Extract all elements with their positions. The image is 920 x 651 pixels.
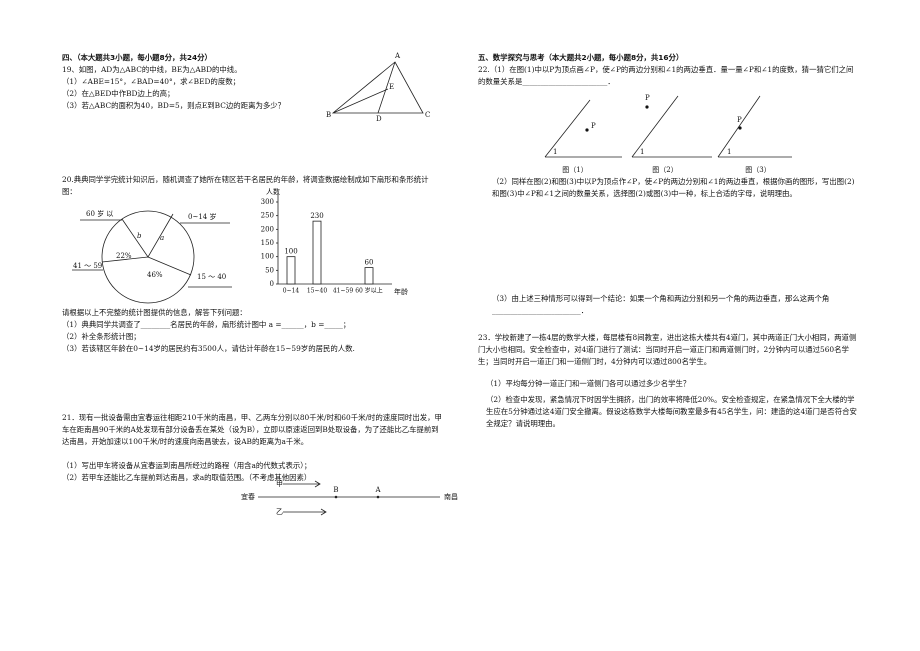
question-stem: 21．现有一批设备需由宜春运往相距210千米的南昌，甲、乙两车分别以80千米/时… xyxy=(62,413,442,446)
pie-label: b xyxy=(137,232,142,240)
point xyxy=(376,495,380,499)
label: P xyxy=(591,122,596,130)
angle-lines xyxy=(544,95,792,158)
question-part: （2）检查中发现，紧急情况下时因学生拥挤，出门的效率将降低20%。安全检查规定，… xyxy=(486,395,857,428)
question-stem: 23．学校新建了一栋4层的数学大楼，每层楼有8间教室，进出这栋大楼共有4道门，其… xyxy=(478,333,857,366)
axis-title: 人数 xyxy=(266,187,280,196)
label: D xyxy=(376,115,382,123)
label: P xyxy=(645,94,650,102)
bar xyxy=(286,256,296,285)
question-part: （1）平均每分钟一道正门和一道侧门各可以通过多少名学生？ xyxy=(486,379,691,388)
y-tick-label: 300 xyxy=(261,198,274,206)
pie-label: 22% xyxy=(116,252,132,260)
x-tick-label: 15~40 xyxy=(307,288,327,295)
point-p xyxy=(738,126,742,130)
y-tick-label: 100 xyxy=(261,253,274,261)
leader-lines xyxy=(72,219,232,288)
label: E xyxy=(389,83,394,91)
y-tick-label: 0 xyxy=(270,280,274,288)
caption: 图（3） xyxy=(745,166,770,174)
label: 1 xyxy=(727,148,731,156)
question-part: （2）补全条形统计图； xyxy=(62,332,141,341)
label: P xyxy=(737,116,742,124)
pie-circle xyxy=(101,210,195,304)
caption: 图（1） xyxy=(562,166,587,174)
value-label: 230 xyxy=(310,212,323,220)
label: A xyxy=(374,486,381,494)
question-part: （2）若甲车还能比乙车提前到达南昌，求a的取值范围。（不考虑其他因素） xyxy=(62,473,312,482)
bar xyxy=(364,267,374,285)
question-stem: 20.典典同学学完统计知识后，随机调查了她所在辖区若干名居民的年龄，将调查数据绘… xyxy=(62,175,429,196)
point-p xyxy=(585,128,589,132)
label: A xyxy=(394,52,401,60)
triangle-figure: A E B D C xyxy=(326,52,430,123)
label: C xyxy=(425,111,430,119)
label: 1 xyxy=(640,148,644,156)
value-label: 100 xyxy=(284,248,297,256)
label: 乙 xyxy=(276,508,283,516)
axis-title: 年龄 xyxy=(394,287,408,296)
pie-label: 0~14 岁 xyxy=(188,212,216,221)
pie-label: a xyxy=(160,234,164,242)
question-part: （3）若该辖区年龄在0~14岁的居民约有3500人，请估计年龄在15~59岁的居… xyxy=(62,344,355,353)
section-heading: 五、数学探究与思考（本大题共2小题，每小题8分，共16分） xyxy=(478,53,684,62)
question-part: （1）写出甲车将设备从宜春运到南昌所经过的路程（用含a的代数式表示）； xyxy=(62,461,312,470)
bar xyxy=(312,220,322,285)
pie-label: 15 ～ 40 xyxy=(197,273,226,281)
y-tick-label: 200 xyxy=(261,225,274,233)
label: B xyxy=(326,111,331,119)
route-lines xyxy=(258,480,440,516)
question-part: （1）典典同学共调查了________名居民的年龄，扇形统计图中 a =____… xyxy=(62,320,351,329)
label: 南昌 xyxy=(444,492,458,501)
pie-figure: 60 岁 以 0~14 岁 b a 22% 46% 41 ～ 59 15 ～ 4… xyxy=(72,209,232,304)
question-part: （1）∠ABE=15°，∠BAD=40°，求∠BED的度数； xyxy=(62,77,240,86)
label: 宜春 xyxy=(241,492,255,501)
pie-radii xyxy=(101,213,192,276)
point-p xyxy=(645,105,649,109)
pie-label: 46% xyxy=(147,271,163,279)
point xyxy=(334,495,338,499)
question-part: （2）在△BED中作BD边上的高； xyxy=(62,89,175,98)
label: 甲 xyxy=(276,480,283,488)
y-tick-label: 250 xyxy=(261,212,274,220)
y-tick-label: 50 xyxy=(265,266,274,274)
x-tick-label: 41~59 xyxy=(333,288,353,295)
question-part: （2）同样在图(2)和图(3)中以P为顶点作∠P，使∠P的两边分别和∠1的两边垂… xyxy=(492,177,855,198)
route-diagram: 甲 乙 宜春 南昌 B A xyxy=(241,480,458,516)
question-stem: 22.（1）在图(1)中以P为顶点画∠P，使∠P的两边分别和∠1的两边垂直．量一… xyxy=(478,65,854,86)
question-part: （3）由上述三种情形可以得到一个结论：如果一个角和两边分别和另一个角的两边垂直，… xyxy=(492,294,830,315)
x-tick-label: 0~14 xyxy=(283,288,300,295)
pie-label: 41 ～ 59 xyxy=(73,262,102,270)
angle-figures: P 1 P 1 P 1 图（1） 图（2） 图（3） xyxy=(544,94,792,174)
value-label: 60 xyxy=(365,259,374,267)
question-prompt: 请根据以上不完整的统计图提供的信息，解答下列问题： xyxy=(62,308,247,317)
caption: 图（2） xyxy=(652,166,677,174)
label: B xyxy=(333,486,338,494)
question-stem: 19、如图，AD为△ABC的中线，BE为△ABD的中线。 xyxy=(62,65,242,74)
x-tick-label: 60 岁以上 xyxy=(355,287,383,295)
triangle-lines xyxy=(331,61,424,114)
y-tick-label: 150 xyxy=(261,239,274,247)
label: 1 xyxy=(553,148,557,156)
section-heading: 四、（本大题共3小题，每小题8分，共24分） xyxy=(62,53,212,62)
pie-label: 60 岁 以 xyxy=(86,209,113,218)
question-part: （3）若△ABC的面积为40，BD=5，则点E到BC边的距离为多少？ xyxy=(62,101,286,110)
